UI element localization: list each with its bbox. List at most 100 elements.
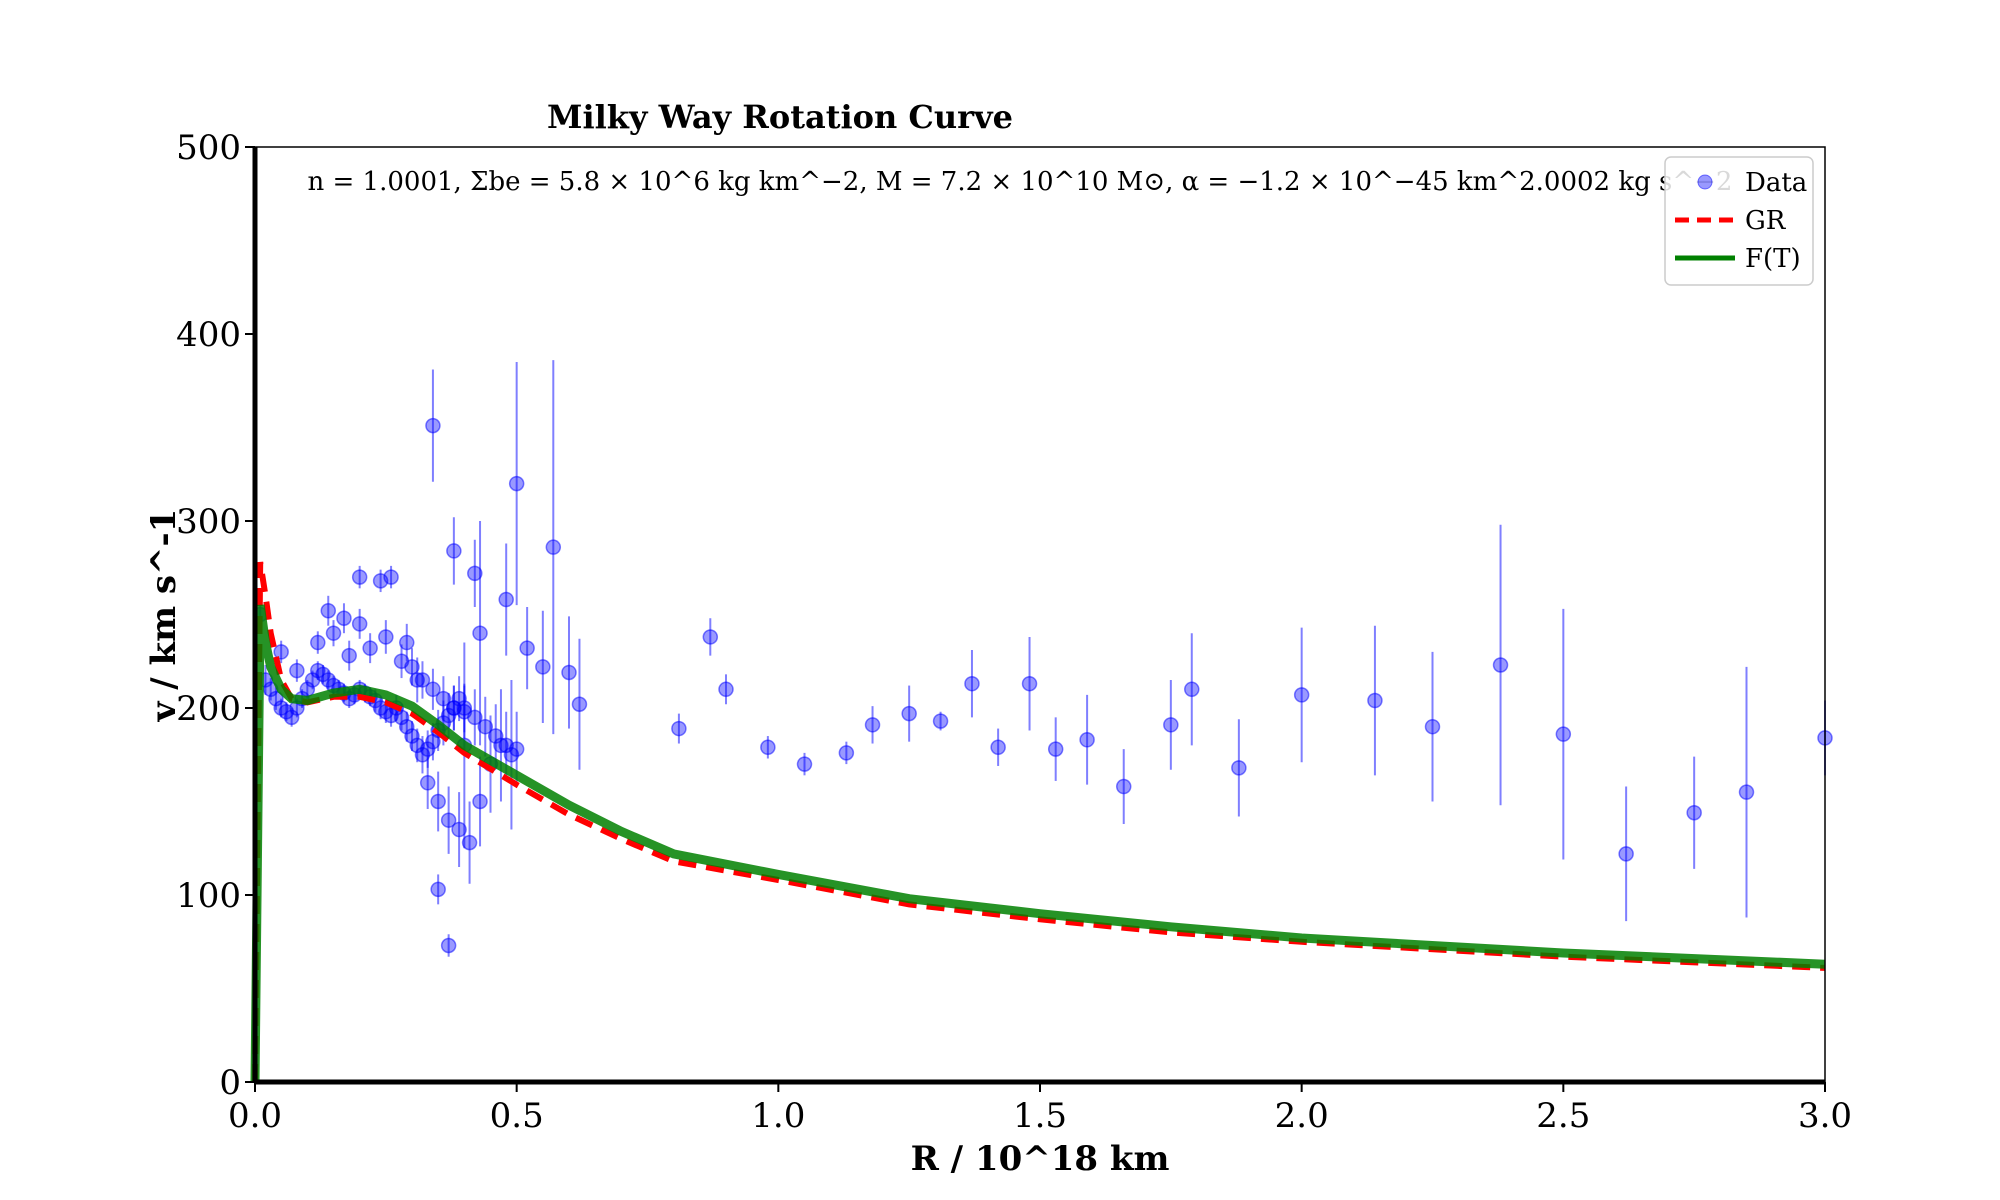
data-point	[1163, 717, 1179, 733]
x-tick-label: 2.0	[1275, 1096, 1329, 1136]
data-point	[796, 756, 813, 772]
data-point	[425, 417, 441, 434]
data-point	[446, 543, 462, 559]
data-point	[362, 640, 378, 656]
data-point	[289, 662, 305, 679]
x-tick-label: 2.5	[1536, 1096, 1590, 1136]
data-point	[498, 591, 514, 608]
y-tick-label: 300	[176, 502, 241, 542]
x-tick-label: 0.0	[228, 1096, 282, 1136]
data-point	[1293, 687, 1310, 703]
data-point	[419, 775, 436, 791]
y-tick-label: 100	[176, 876, 241, 916]
data-point	[404, 728, 420, 744]
y-tick-label: 200	[176, 689, 241, 729]
legend-label-data: Data	[1745, 168, 1807, 198]
data-point	[1492, 657, 1509, 673]
data-point	[310, 634, 326, 651]
y-tick-label: 400	[176, 315, 241, 355]
plot-frame	[254, 146, 1826, 1083]
data-point	[325, 625, 342, 641]
data-point	[1184, 681, 1200, 698]
data-point	[425, 681, 441, 698]
data-point	[440, 937, 457, 954]
data-point	[1367, 692, 1383, 709]
data-point	[414, 672, 431, 688]
data-point	[467, 565, 483, 582]
data-point	[351, 569, 368, 585]
y-tick-label: 0	[219, 1063, 241, 1103]
ft-curve	[250, 604, 1826, 1083]
data-point	[341, 647, 357, 664]
legend-label-ft: F(T)	[1745, 244, 1801, 274]
x-tick-label: 0.5	[490, 1096, 544, 1136]
data-point	[932, 713, 949, 729]
data-point	[320, 603, 337, 619]
data-point	[404, 659, 420, 675]
x-axis-label: R / 10^18 km	[911, 1139, 1170, 1179]
chart-title: Milky Way Rotation Curve	[547, 98, 1013, 136]
data-point	[399, 718, 415, 735]
data-point	[864, 717, 881, 733]
legend-data-marker	[1697, 174, 1713, 190]
data-point	[1686, 804, 1702, 821]
legend-box	[1664, 156, 1814, 286]
data-point	[671, 720, 687, 737]
data-point	[487, 728, 504, 744]
parameter-annotation: n = 1.0001, Σbe = 5.8 × 10^6 kg km^−2, M…	[308, 167, 1733, 197]
data-point	[273, 644, 289, 660]
data-point	[702, 629, 719, 645]
y-axis-label: v / km s^-1	[144, 509, 184, 723]
data-point	[1618, 846, 1634, 862]
data-point	[268, 690, 284, 707]
data-point	[1115, 778, 1132, 795]
data-point	[545, 539, 562, 555]
data-point	[283, 709, 300, 726]
data-point	[477, 718, 494, 735]
data-point	[1738, 784, 1755, 800]
data-point	[964, 675, 980, 692]
data-point	[493, 737, 509, 754]
data-point	[378, 629, 394, 645]
data-point	[383, 569, 399, 585]
data-point	[435, 690, 452, 707]
gr-curve	[252, 561, 1826, 1083]
data-point	[508, 475, 525, 492]
data-point	[351, 616, 368, 632]
data-point	[1021, 675, 1038, 692]
data-point	[503, 747, 520, 763]
data-point	[718, 681, 734, 698]
x-tick-label: 3.0	[1798, 1096, 1852, 1136]
data-point	[535, 659, 551, 675]
data-point	[393, 709, 410, 726]
data-point	[519, 640, 535, 656]
data-point	[440, 812, 457, 828]
data-point	[760, 739, 776, 756]
data-point	[561, 664, 577, 681]
data-point	[472, 625, 488, 641]
data-point	[409, 672, 425, 688]
data-point	[430, 793, 446, 810]
data-point	[451, 821, 467, 838]
y-tick-label: 500	[176, 128, 241, 168]
data-point	[399, 634, 415, 651]
x-tick-label: 1.5	[1013, 1096, 1067, 1136]
data-point	[1231, 760, 1247, 776]
data-point	[451, 690, 467, 707]
data-point	[1047, 741, 1064, 757]
x-tick-label: 1.0	[751, 1096, 805, 1136]
data-point	[1079, 732, 1095, 748]
data-point	[1424, 718, 1441, 735]
legend-label-gr: GR	[1745, 206, 1787, 236]
data-point	[461, 834, 478, 851]
data-point	[467, 709, 483, 726]
data-point	[336, 610, 352, 626]
data-point	[472, 793, 488, 810]
data-point	[990, 739, 1006, 756]
data-point	[1555, 726, 1572, 742]
data-point	[901, 705, 917, 722]
legend: Data GR F(T)	[1664, 156, 1814, 286]
data-point	[430, 881, 446, 898]
